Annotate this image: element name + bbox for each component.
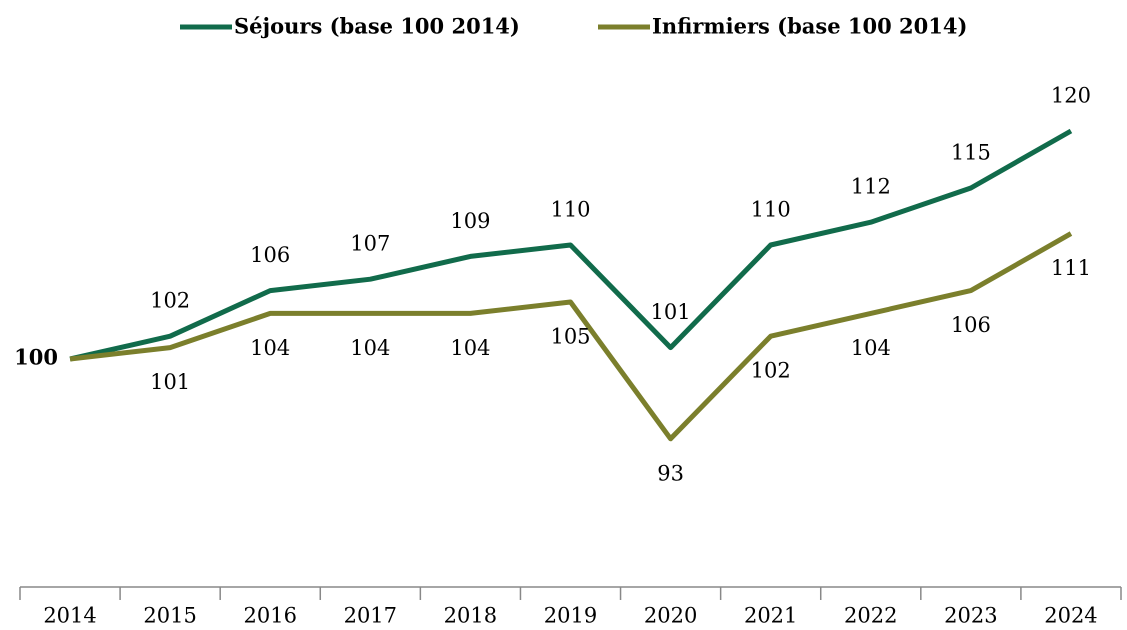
x-tick-label: 2019: [544, 604, 597, 628]
x-tick-label: 2017: [344, 604, 397, 628]
data-label: 107: [350, 232, 390, 256]
x-tick-label: 2015: [143, 604, 196, 628]
legend-label: Séjours (base 100 2014): [234, 14, 520, 39]
data-label: 112: [851, 175, 891, 199]
data-label: 104: [250, 336, 290, 360]
data-label: 102: [150, 289, 190, 313]
legend-label: Infirmiers (base 100 2014): [652, 14, 967, 39]
data-label: 100: [14, 345, 58, 370]
data-label: 106: [951, 313, 991, 337]
data-label: 104: [851, 336, 891, 360]
x-tick-label: 2022: [844, 604, 897, 628]
data-label: 102: [751, 359, 791, 383]
data-label: 104: [350, 336, 390, 360]
data-label: 120: [1051, 84, 1091, 108]
x-tick-label: 2021: [744, 604, 797, 628]
series-line: [69, 231, 1073, 442]
x-tick-label: 2016: [244, 604, 297, 628]
data-label: 111: [1051, 256, 1091, 280]
data-label: 104: [450, 336, 490, 360]
data-label: 109: [450, 209, 490, 233]
data-label: 110: [751, 198, 791, 222]
data-label: 106: [250, 243, 290, 267]
x-tick-label: 2023: [944, 604, 997, 628]
x-tick-label: 2014: [43, 604, 96, 628]
data-label: 115: [951, 141, 991, 165]
x-tick-label: 2018: [444, 604, 497, 628]
x-tick-label: 2024: [1044, 604, 1097, 628]
data-label: 93: [657, 461, 684, 485]
x-tick-label: 2020: [644, 604, 697, 628]
data-label: 110: [550, 198, 590, 222]
data-label: 105: [550, 325, 590, 349]
data-label: 101: [651, 300, 691, 324]
data-label: 101: [150, 370, 190, 394]
series-line: [69, 128, 1073, 362]
